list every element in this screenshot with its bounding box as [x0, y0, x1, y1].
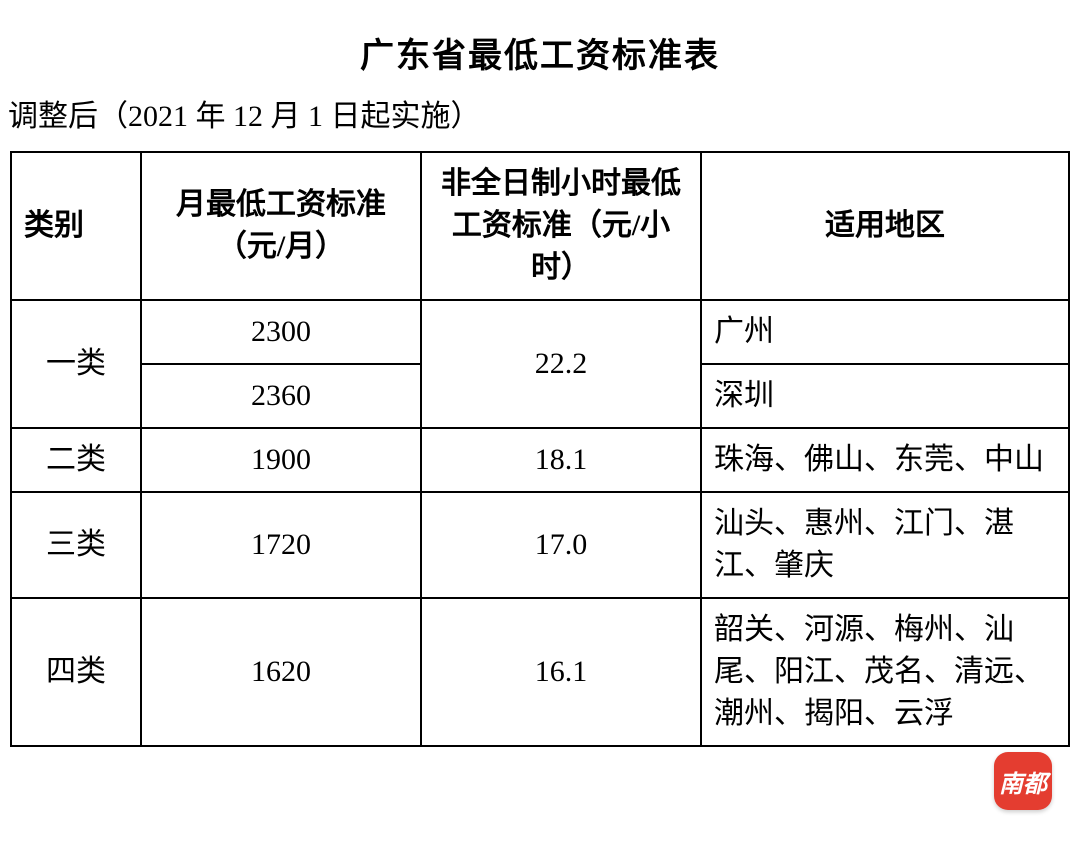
cell-hourly: 18.1: [421, 428, 701, 492]
table-header-row: 类别 月最低工资标准（元/月） 非全日制小时最低工资标准（元/小时） 适用地区: [11, 152, 1069, 300]
table-row: 三类 1720 17.0 汕头、惠州、江门、湛江、肇庆: [11, 492, 1069, 598]
cell-monthly: 1620: [141, 598, 421, 746]
header-region: 适用地区: [701, 152, 1069, 300]
cell-category: 一类: [11, 300, 141, 428]
table-row: 四类 1620 16.1 韶关、河源、梅州、汕尾、阳江、茂名、清远、潮州、揭阳、…: [11, 598, 1069, 746]
cell-region: 广州: [701, 300, 1069, 364]
cell-hourly: 17.0: [421, 492, 701, 598]
page-title: 广东省最低工资标准表: [0, 0, 1080, 91]
cell-region: 汕头、惠州、江门、湛江、肇庆: [701, 492, 1069, 598]
cell-category: 三类: [11, 492, 141, 598]
cell-monthly: 1900: [141, 428, 421, 492]
header-monthly: 月最低工资标准（元/月）: [141, 152, 421, 300]
cell-category: 二类: [11, 428, 141, 492]
cell-region: 深圳: [701, 364, 1069, 428]
cell-category: 四类: [11, 598, 141, 746]
table-row: 二类 1900 18.1 珠海、佛山、东莞、中山: [11, 428, 1069, 492]
header-hourly: 非全日制小时最低工资标准（元/小时）: [421, 152, 701, 300]
cell-region: 韶关、河源、梅州、汕尾、阳江、茂名、清远、潮州、揭阳、云浮: [701, 598, 1069, 746]
header-category: 类别: [11, 152, 141, 300]
wage-table: 类别 月最低工资标准（元/月） 非全日制小时最低工资标准（元/小时） 适用地区 …: [10, 151, 1070, 747]
page-subtitle: 调整后（2021 年 12 月 1 日起实施）: [0, 91, 1080, 151]
cell-monthly: 2360: [141, 364, 421, 428]
cell-monthly: 1720: [141, 492, 421, 598]
table-row: 一类 2300 22.2 广州: [11, 300, 1069, 364]
nandu-logo-icon: 南都: [994, 752, 1052, 810]
cell-hourly: 22.2: [421, 300, 701, 428]
cell-region: 珠海、佛山、东莞、中山: [701, 428, 1069, 492]
table-wrapper: 类别 月最低工资标准（元/月） 非全日制小时最低工资标准（元/小时） 适用地区 …: [0, 151, 1080, 747]
cell-monthly: 2300: [141, 300, 421, 364]
cell-hourly: 16.1: [421, 598, 701, 746]
